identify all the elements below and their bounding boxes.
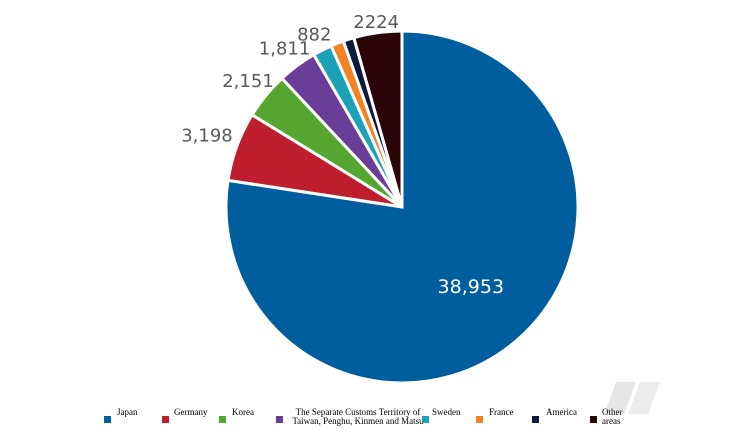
data-label-japan: 38,953 (438, 276, 504, 298)
legend-label: France (489, 407, 514, 417)
data-label-the: 1,811 (259, 39, 311, 60)
watermark-logo-icon (604, 382, 660, 414)
legend-label: Korea (232, 407, 254, 417)
legend-swatch (104, 416, 111, 423)
legend-label: Germany (174, 407, 208, 417)
chart-legend: Japan Germany Korea The Separate Customs… (104, 406, 704, 442)
legend-swatch (590, 416, 597, 423)
legend-swatch (532, 416, 539, 423)
data-label-sweden: 882 (297, 24, 331, 45)
legend-label: The Separate Customs Territory of Taiwan… (292, 407, 424, 426)
legend-swatch (162, 416, 169, 423)
data-label-korea: 2,151 (222, 71, 274, 92)
pie-slice-japan (224, 29, 580, 385)
legend-swatch (422, 416, 429, 423)
legend-label: Sweden (432, 407, 461, 417)
legend-swatch (276, 416, 283, 423)
data-label-germany: 3,198 (181, 126, 233, 147)
legend-label: Japan (117, 407, 138, 417)
legend-swatch (219, 416, 226, 423)
data-label-other: 2224 (353, 12, 399, 33)
pie-slices (224, 29, 580, 385)
legend-label: America (546, 407, 577, 417)
legend-swatch (476, 416, 483, 423)
legend-label: Other areas (602, 408, 623, 426)
